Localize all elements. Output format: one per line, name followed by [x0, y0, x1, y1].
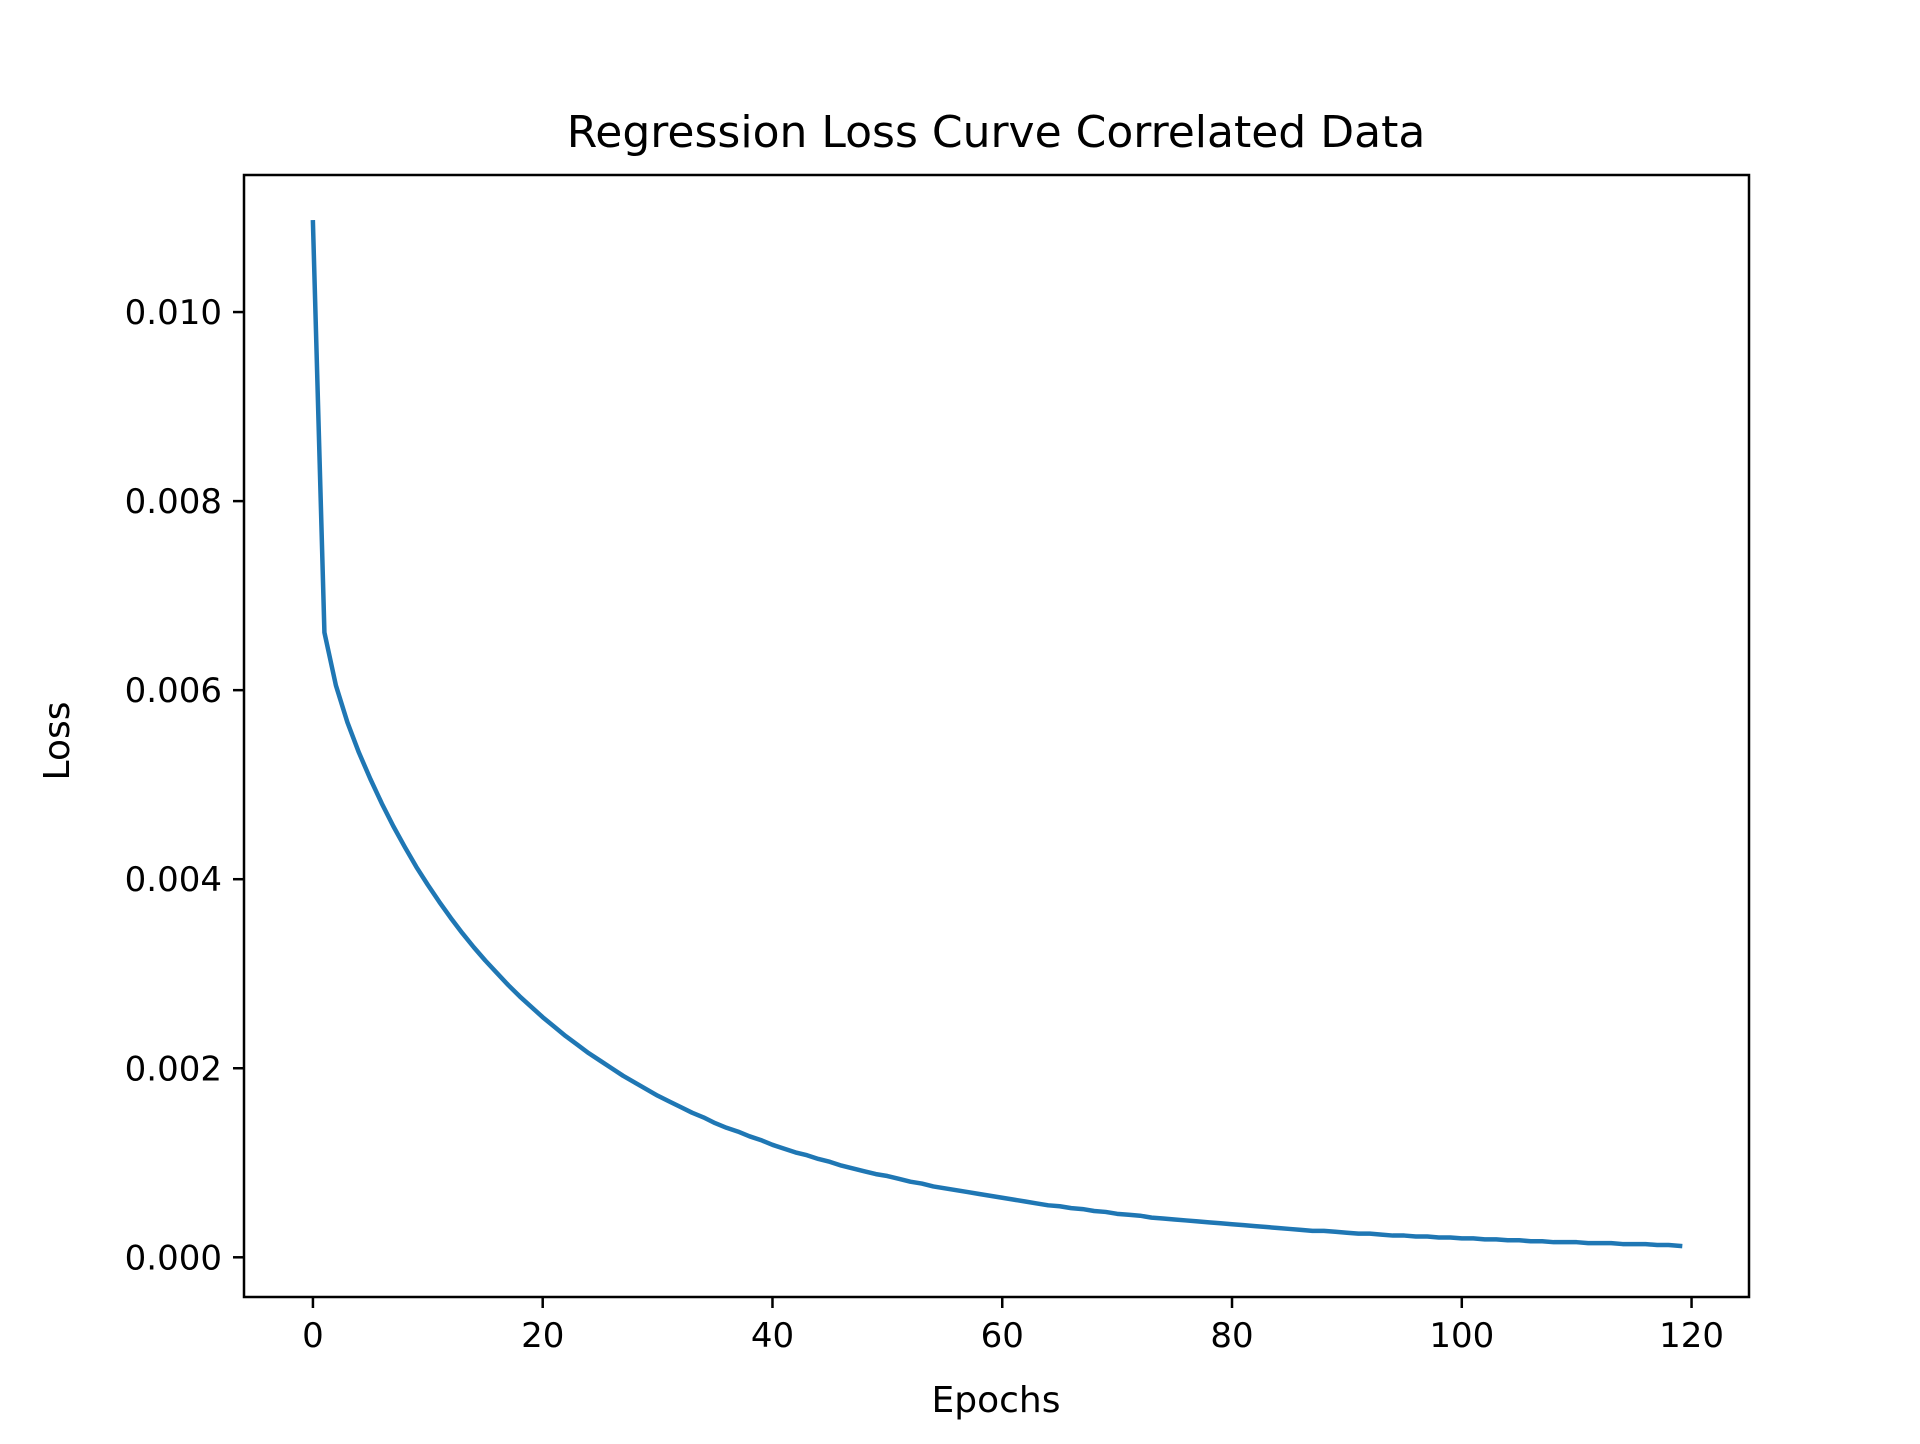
- x-tick-label: 40: [751, 1316, 794, 1356]
- x-tick-label: 120: [1659, 1316, 1724, 1356]
- x-tick-label: 100: [1429, 1316, 1494, 1356]
- y-tick-label: 0.002: [125, 1049, 222, 1089]
- axes: 0 20 40 60 80 100 120 0.000 0.002 0.004 0.006 0.008…: [125, 173, 1751, 1356]
- x-axis-title: Epochs: [932, 1380, 1061, 1421]
- x-tick-label: 20: [521, 1316, 564, 1356]
- x-tick-label: 80: [1210, 1316, 1253, 1356]
- y-tick-label: 0.000: [125, 1238, 222, 1278]
- y-tick-label: 0.004: [125, 860, 222, 900]
- y-tick-label: 0.006: [125, 671, 222, 711]
- chart-title: Regression Loss Curve Correlated Data: [567, 107, 1426, 158]
- axes-frame: [242, 173, 1751, 1299]
- y-tick-label: 0.010: [125, 293, 222, 333]
- plot-area: [310, 219, 1683, 1249]
- x-tick-label: 60: [981, 1316, 1024, 1356]
- x-tick-label: 0: [302, 1316, 324, 1356]
- series-line-0: [310, 219, 1683, 1249]
- y-tick-label: 0.008: [125, 482, 222, 522]
- y-axis-title: Loss: [37, 702, 78, 781]
